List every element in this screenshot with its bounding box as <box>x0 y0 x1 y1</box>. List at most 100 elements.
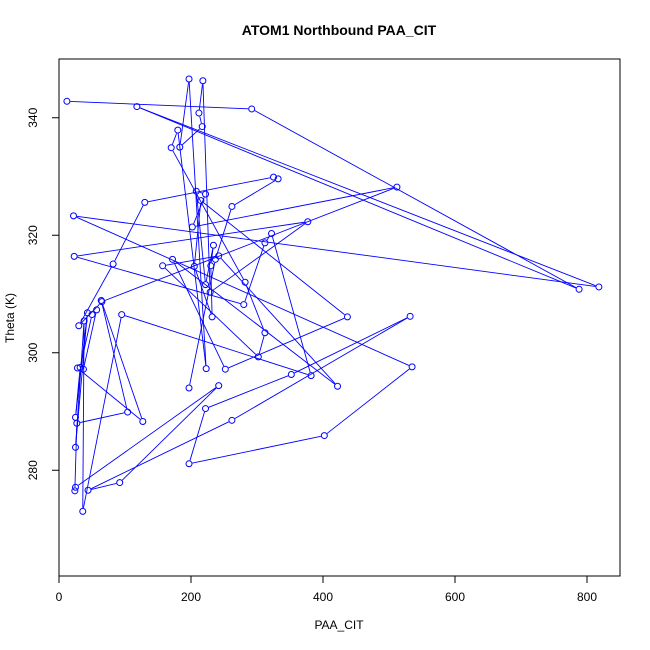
data-point <box>228 416 236 424</box>
data-point <box>72 413 79 421</box>
data-point <box>320 432 328 440</box>
series-segment <box>148 177 271 203</box>
data-point <box>595 283 603 291</box>
series-segment <box>78 387 217 486</box>
data-point <box>240 301 248 309</box>
data-point <box>198 123 206 131</box>
series-segment <box>208 375 289 408</box>
series-segment <box>172 150 244 280</box>
series-segment <box>245 285 265 330</box>
series-segment <box>172 133 177 145</box>
series-segment <box>199 191 203 194</box>
data-point <box>84 486 92 494</box>
series-segment <box>91 482 117 490</box>
series-segment <box>216 209 232 257</box>
x-tick-label: 400 <box>313 590 333 604</box>
data-point <box>270 173 277 181</box>
data-point <box>202 365 210 373</box>
y-axis: 280 300 320 340 <box>26 107 60 480</box>
data-point <box>268 229 276 237</box>
series-segment <box>210 269 213 314</box>
data-point <box>133 103 141 111</box>
data-point <box>83 309 91 317</box>
series-segment <box>212 223 306 291</box>
series-segment <box>90 421 229 490</box>
series-segment <box>189 411 205 461</box>
series-segment <box>198 84 203 110</box>
plot-area <box>58 58 621 577</box>
data-point <box>190 262 198 270</box>
series-segment <box>82 324 85 508</box>
series-segment <box>203 202 345 316</box>
data-point <box>199 77 207 85</box>
x-tick-label: 600 <box>445 590 465 604</box>
series-segment <box>82 317 122 509</box>
series-segment <box>104 187 394 301</box>
series-segment <box>294 317 408 374</box>
series-segment <box>205 248 214 282</box>
series-segment <box>101 303 128 409</box>
data-point <box>208 313 216 321</box>
series-segment <box>195 269 212 314</box>
series-segment <box>173 262 225 367</box>
series-segment <box>80 266 112 323</box>
data-point <box>254 353 262 361</box>
data-point <box>72 483 79 491</box>
data-point <box>139 417 147 425</box>
data-point <box>70 212 78 220</box>
data-point <box>185 75 193 83</box>
series-segment <box>254 110 577 289</box>
data-point <box>93 306 101 314</box>
series-segment <box>195 187 394 227</box>
data-point <box>76 363 84 371</box>
y-tick-label: 300 <box>26 342 40 362</box>
data-point <box>118 311 126 319</box>
series-segment <box>175 261 336 385</box>
data-point <box>202 190 210 198</box>
series-segment <box>189 262 216 385</box>
data-point <box>109 260 117 268</box>
data-point <box>221 365 229 373</box>
data-point <box>159 262 167 270</box>
x-axis-label: PAA_CIT <box>314 618 364 632</box>
data-point <box>167 144 175 152</box>
data-point <box>197 197 205 205</box>
series-segment <box>196 194 206 282</box>
series-segment <box>220 258 336 384</box>
series-segment <box>139 107 577 289</box>
series-segment <box>272 236 311 373</box>
series-segment <box>139 107 596 287</box>
series-segment <box>77 256 241 305</box>
series-segment <box>75 316 88 444</box>
data-point <box>304 218 312 226</box>
series-segment <box>258 336 265 354</box>
data-point <box>206 288 214 296</box>
series-segment <box>182 128 200 146</box>
x-tick-label: 200 <box>181 590 201 604</box>
series-segment <box>193 197 205 224</box>
data-point <box>261 239 269 247</box>
series-segment <box>114 205 144 262</box>
data-point <box>174 126 182 134</box>
data-point <box>215 382 223 390</box>
data-point <box>195 109 203 117</box>
series-segment <box>228 317 345 369</box>
data-point <box>406 312 414 320</box>
data-point <box>408 363 416 371</box>
y-axis-label: Theta (K) <box>3 293 17 343</box>
data-point <box>192 187 200 195</box>
series-segment <box>124 315 308 376</box>
data-point <box>88 311 96 319</box>
data-point <box>575 285 583 293</box>
data-point <box>393 183 401 191</box>
y-tick-label: 340 <box>26 107 40 127</box>
data-point <box>70 252 78 260</box>
data-point <box>116 479 124 487</box>
series-segment <box>326 368 410 434</box>
data-point <box>124 408 132 416</box>
data-point <box>72 443 79 451</box>
data-point <box>274 175 282 183</box>
data-point <box>75 322 83 330</box>
x-axis: 0 200 400 600 800 <box>56 575 597 604</box>
